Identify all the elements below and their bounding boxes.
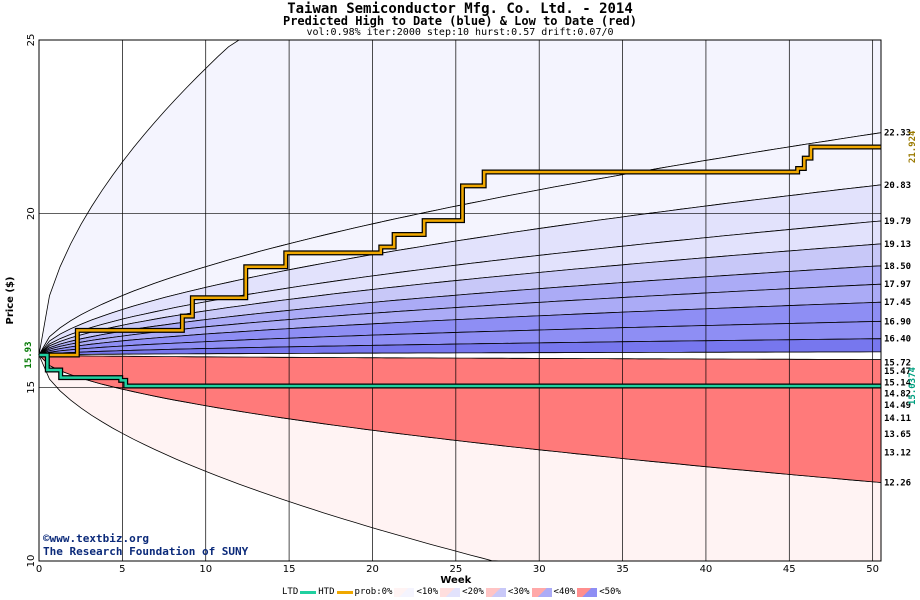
series-lines xyxy=(39,144,881,389)
chart-title: Taiwan Semiconductor Mfg. Co. Ltd. - 201… xyxy=(287,1,633,17)
legend-swatch-0 xyxy=(394,587,415,597)
legend-p40-label: <40% xyxy=(553,587,576,597)
band-label-4: 18.50 xyxy=(884,262,911,272)
legend-prob-label: prob:0% xyxy=(354,587,393,597)
legend-p50-label: <50% xyxy=(599,587,621,597)
plot-frame xyxy=(38,39,882,562)
x-tick-5: 5 xyxy=(119,564,125,575)
x-tick-45: 45 xyxy=(783,564,796,575)
band-label-2: 19.79 xyxy=(884,217,911,227)
band-label-0: 22.33 xyxy=(884,129,911,139)
watermark-org: The Research Foundation of SUNY xyxy=(43,545,249,558)
legend-swatch-30 xyxy=(531,587,552,597)
legend-swatch-20 xyxy=(485,587,506,597)
ltd-final-label: 15.0374 xyxy=(908,366,918,405)
chart-subtitle: Predicted High to Date (blue) & Low to D… xyxy=(282,14,637,28)
band-label-5: 17.97 xyxy=(884,280,911,290)
x-tick-25: 25 xyxy=(449,564,462,575)
band-label-7: 16.90 xyxy=(884,317,911,327)
legend-p10-label: <10% xyxy=(416,587,439,597)
band-label-17: 12.26 xyxy=(884,479,911,489)
band-label-9: 15.72 xyxy=(884,358,911,368)
band-label-12: 14.82 xyxy=(884,390,911,400)
y-tick-20: 20 xyxy=(26,207,37,220)
legend: LTD HTD prob:0% <10% <20% <30% <40% <50% xyxy=(282,587,621,597)
htd-line xyxy=(39,145,881,357)
band-label-15: 13.65 xyxy=(884,430,911,440)
legend-htd-swatch xyxy=(336,590,353,594)
y-tick-15: 15 xyxy=(26,381,37,394)
legend-swatch-10 xyxy=(440,587,461,597)
y-tick-10: 10 xyxy=(26,555,37,568)
legend-ltd-swatch xyxy=(300,590,317,594)
ltd-line xyxy=(39,353,881,388)
legend-p30-label: <30% xyxy=(507,587,530,597)
x-tick-15: 15 xyxy=(283,564,296,575)
x-tick-0: 0 xyxy=(36,564,42,575)
htd-final-label: 21.924 xyxy=(908,130,918,163)
x-tick-40: 40 xyxy=(700,564,713,575)
band-label-1: 20.83 xyxy=(884,181,911,191)
band-label-11: 15.14 xyxy=(884,378,912,388)
legend-htd-label: HTD xyxy=(318,587,335,597)
legend-swatch-40 xyxy=(577,587,598,597)
legend-p20-label: <20% xyxy=(462,587,484,597)
band-label-13: 14.49 xyxy=(884,401,911,411)
watermark-url: ©www.textbiz.org xyxy=(43,532,149,545)
x-tick-35: 35 xyxy=(616,564,629,575)
x-tick-20: 20 xyxy=(366,564,379,575)
x-tick-10: 10 xyxy=(199,564,212,575)
axes xyxy=(38,39,882,562)
legend-ltd-label: LTD xyxy=(282,587,299,597)
x-tick-50: 50 xyxy=(866,564,879,575)
band-label-6: 17.45 xyxy=(884,298,911,308)
band-label-14: 14.11 xyxy=(884,414,911,424)
y-tick-25: 25 xyxy=(26,34,37,47)
probability-bands xyxy=(37,39,882,562)
start-price-label: 15.93 xyxy=(24,341,34,368)
simulation-parameters: vol:0.98% iter:2000 step:10 hurst:0.57 d… xyxy=(306,27,614,38)
x-tick-30: 30 xyxy=(533,564,546,575)
band-label-8: 16.40 xyxy=(884,335,911,345)
band-label-16: 13.12 xyxy=(884,449,911,459)
x-axis-label: Week xyxy=(440,575,471,586)
band-label-10: 15.47 xyxy=(884,367,911,377)
y-axis-label: Price ($) xyxy=(5,277,16,325)
band-label-3: 19.13 xyxy=(884,240,911,250)
